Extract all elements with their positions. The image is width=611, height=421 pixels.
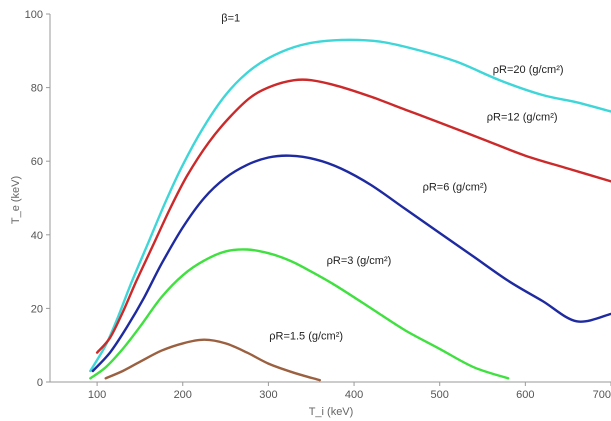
labels-group: ρR=20 (g/cm²) ρR=12 (g/cm²) ρR=6 (g/cm²) ρR… [221,12,563,342]
ticks: 100 200 300 400 500 600 700 0 20 40 60 80 100 [25,9,611,401]
series-line-0 [89,38,611,373]
y-tick-label: 0 [37,377,43,389]
series-group [89,38,611,382]
annotation-0: β=1 [221,12,240,24]
x-tick-label: 200 [174,389,192,401]
y-tick-label: 60 [31,156,43,168]
y-tick-label: 100 [25,9,43,21]
x-tick-label: 600 [516,389,534,401]
series-label-3: ρR=3 (g/cm²) [327,255,392,267]
y-axis-label: T_e (keV) [10,176,22,224]
y-tick-label: 20 [31,303,43,315]
series-label-1: ρR=12 (g/cm²) [487,112,558,124]
x-tick-label: 700 [593,389,611,401]
x-axis-label: T_i (keV) [309,406,354,418]
axes [49,14,611,383]
series-label-4: ρR=1.5 (g/cm²) [269,331,343,343]
series-line-1 [95,78,611,354]
x-tick-label: 500 [431,389,449,401]
series-label-2: ρR=6 (g/cm²) [423,182,488,194]
x-tick-label: 400 [345,389,363,401]
y-tick-label: 80 [31,83,43,95]
series-line-3 [89,248,510,380]
series-label-0: ρR=20 (g/cm²) [493,64,564,76]
series-line-4 [104,338,321,382]
y-tick-label: 40 [31,230,43,242]
x-tick-label: 100 [88,389,106,401]
series-line-2 [91,154,611,373]
x-tick-label: 300 [259,389,277,401]
